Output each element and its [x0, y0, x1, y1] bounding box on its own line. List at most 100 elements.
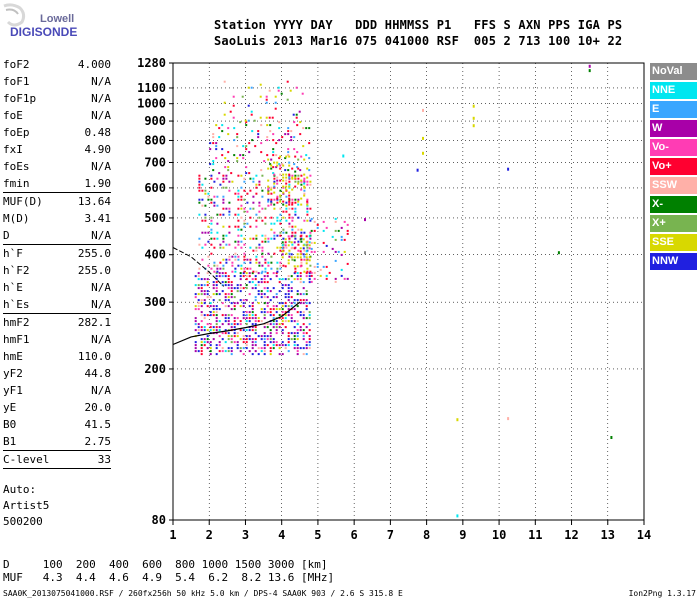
echo-pixel [239, 121, 242, 124]
echo-point [507, 167, 510, 171]
echo-pixel [293, 308, 296, 311]
echo-pixel [246, 267, 249, 270]
echo-pixel [273, 161, 276, 164]
echo-pixel [281, 278, 284, 281]
echo-pixel [237, 198, 240, 201]
echo-pixel [245, 299, 248, 302]
echo-pixel [274, 101, 277, 104]
echo-pixel [299, 253, 302, 256]
polarization-legend: NoVal NNE E W Vo- Vo+ SSW X- X+ SSE NNW [650, 63, 697, 272]
echo-pixel [228, 231, 231, 234]
echo-pixel [200, 338, 203, 341]
echo-pixel [263, 311, 266, 314]
echo-pixel [233, 287, 236, 290]
echo-pixel [233, 323, 236, 326]
param-row: yE 20.0 [3, 399, 111, 416]
echo-pixel [273, 207, 276, 210]
legend-entry-sse: SSE [650, 234, 697, 251]
echo-pixel [291, 228, 294, 231]
echo-pixel [254, 296, 257, 299]
echo-pixel [243, 189, 246, 192]
echo-pixel [228, 180, 231, 183]
echo-pixel [209, 326, 212, 329]
echo-pixel [231, 270, 234, 273]
echo-pixel [308, 341, 311, 344]
echo-pixel [293, 347, 296, 350]
echo-pixel [266, 290, 269, 293]
echo-pixel [209, 311, 212, 314]
echo-pixel [222, 213, 225, 216]
echo-pixel [302, 347, 305, 350]
echo-pixel [281, 353, 284, 356]
echo-pixel [251, 341, 254, 344]
param-label: B0 [3, 418, 17, 431]
echo-pixel [296, 299, 299, 302]
echo-pixel [263, 326, 266, 329]
param-label: fmin [3, 177, 30, 190]
echo-pixel [237, 228, 240, 231]
echo-pixel [263, 275, 266, 278]
echo-pixel [269, 323, 272, 326]
echo-pixel [242, 302, 245, 305]
echo-pixel [299, 281, 302, 284]
echo-pixel [240, 186, 243, 189]
echo-pixel [319, 274, 322, 277]
echo-pixel [281, 136, 284, 139]
echo-pixel [258, 180, 261, 183]
echo-pixel [221, 314, 224, 317]
echo-pixel [237, 234, 240, 237]
echo-pixel [251, 314, 254, 317]
echo-pixel [228, 258, 231, 261]
echo-pixel [308, 329, 311, 332]
echo-pixel [293, 320, 296, 323]
echo-pixel [297, 200, 300, 203]
echo-pixel [222, 237, 225, 240]
echo-pixel [291, 188, 294, 191]
param-value: 3.41 [84, 212, 112, 225]
echo-pixel [255, 249, 258, 252]
echo-pixel [285, 201, 288, 204]
param-separator [3, 192, 111, 193]
echo-pixel [303, 177, 306, 180]
echo-pixel [285, 155, 288, 158]
echo-pixel [294, 207, 297, 210]
param-value: N/A [91, 384, 111, 397]
echo-pixel [261, 270, 264, 273]
echo-pixel [261, 219, 264, 222]
echo-pixel [249, 216, 252, 219]
echo-pixel [222, 267, 225, 270]
echo-pixel [293, 163, 296, 166]
echo-pixel [213, 261, 216, 264]
echo-pixel [215, 284, 218, 287]
echo-pixel [340, 235, 343, 238]
echo-pixel [290, 241, 293, 244]
echo-pixel [294, 210, 297, 213]
echo-pixel [203, 284, 206, 287]
echo-pixel [240, 198, 243, 201]
echo-pixel [288, 174, 291, 177]
echo-pixel [281, 323, 284, 326]
echo-pixel [230, 323, 233, 326]
echo-pixel [287, 151, 290, 154]
echo-pixel [252, 177, 255, 180]
echo-pixel [294, 198, 297, 201]
echo-pixel [203, 293, 206, 296]
echo-pixel [255, 270, 258, 273]
echo-pixel [275, 341, 278, 344]
echo-pixel [251, 317, 254, 320]
echo-pixel [227, 160, 230, 163]
echo-pixel [242, 317, 245, 320]
echo-point [364, 251, 366, 255]
echo-pixel [284, 244, 287, 247]
echo-pixel [247, 104, 250, 107]
y-tick-label: 600 [144, 181, 166, 195]
echo-pixel [279, 264, 282, 267]
param-label: foF1 [3, 75, 30, 88]
echo-pixel [284, 311, 287, 314]
echo-pixel [206, 278, 209, 281]
echo-pixel [303, 185, 306, 188]
param-row: fmin 1.90 [3, 175, 111, 192]
echo-pixel [308, 272, 311, 275]
echo-pixel [223, 101, 226, 104]
echo-pixel [334, 217, 337, 220]
